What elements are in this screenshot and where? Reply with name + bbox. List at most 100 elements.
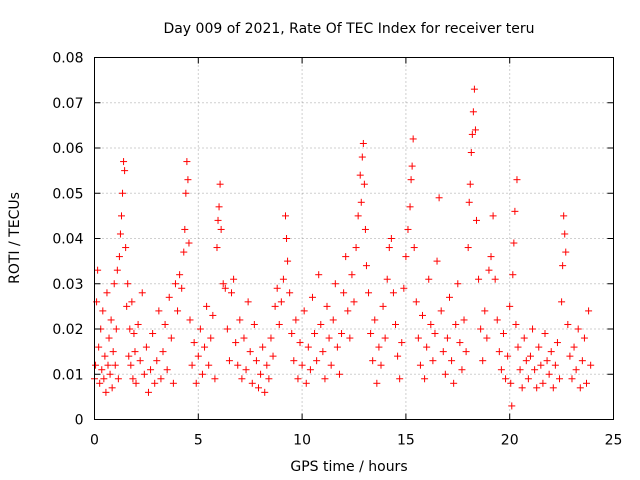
data-point (248, 379, 256, 387)
x-tick-label: 10 (293, 433, 311, 449)
data-point (539, 379, 547, 387)
data-point (298, 361, 306, 369)
data-point (369, 357, 377, 365)
data-point (169, 379, 177, 387)
y-tick-label: 0.05 (52, 186, 83, 202)
data-point (321, 375, 329, 383)
data-point (147, 366, 155, 374)
data-point (367, 330, 375, 338)
data-point (416, 361, 424, 369)
data-point (217, 225, 225, 233)
data-point (547, 348, 555, 356)
data-point (549, 384, 557, 392)
data-point (469, 108, 477, 116)
data-point (236, 316, 244, 324)
data-point (304, 343, 312, 351)
data-point (255, 384, 263, 392)
data-point (242, 366, 250, 374)
data-point (125, 352, 133, 360)
data-point (468, 130, 476, 138)
data-point (209, 311, 217, 319)
data-point (259, 343, 267, 351)
data-point (240, 334, 248, 342)
data-point (406, 203, 414, 211)
data-point (456, 339, 464, 347)
data-point (290, 357, 298, 365)
data-point (392, 320, 400, 328)
data-point (104, 361, 112, 369)
data-point (499, 330, 507, 338)
data-point (396, 375, 404, 383)
data-point (398, 339, 406, 347)
data-point (454, 280, 462, 288)
data-point (487, 253, 495, 261)
data-point (504, 352, 512, 360)
data-point (296, 339, 304, 347)
data-point (585, 307, 593, 315)
data-point (331, 280, 339, 288)
data-point (149, 330, 157, 338)
data-point (431, 330, 439, 338)
data-point (491, 275, 499, 283)
data-point (435, 194, 443, 202)
data-point (419, 311, 427, 319)
data-point (560, 212, 568, 220)
data-point (211, 375, 219, 383)
data-point (574, 325, 582, 333)
data-point (340, 289, 348, 297)
data-point (165, 293, 173, 301)
y-tick-label: 0 (75, 413, 84, 429)
data-point (358, 153, 366, 161)
data-point (531, 366, 539, 374)
data-point (317, 320, 325, 328)
data-point (410, 244, 418, 252)
data-point (267, 334, 275, 342)
data-point (111, 361, 119, 369)
data-point (98, 366, 106, 374)
data-point (121, 167, 129, 175)
data-point (294, 375, 302, 383)
data-point (464, 244, 472, 252)
data-point (138, 289, 146, 297)
data-point (429, 357, 437, 365)
data-point (275, 320, 283, 328)
data-point (174, 307, 182, 315)
data-point (308, 293, 316, 301)
data-point (572, 366, 580, 374)
data-point (250, 320, 258, 328)
data-point (479, 357, 487, 365)
data-point (161, 320, 169, 328)
data-point (448, 357, 456, 365)
y-tick-label: 0.08 (52, 51, 83, 67)
data-point (181, 225, 189, 233)
data-point (178, 284, 186, 292)
data-point (277, 298, 285, 306)
data-point (123, 302, 131, 310)
data-point (407, 176, 415, 184)
data-point (502, 375, 510, 383)
data-point (182, 189, 190, 197)
data-point (551, 361, 559, 369)
data-point (269, 352, 277, 360)
data-point (587, 361, 595, 369)
data-point (109, 348, 117, 356)
data-point (176, 271, 184, 279)
data-point (155, 307, 163, 315)
data-point (157, 375, 165, 383)
data-point (578, 357, 586, 365)
data-point (96, 379, 104, 387)
data-point (379, 302, 387, 310)
data-point (225, 357, 233, 365)
data-point (214, 216, 222, 224)
data-point (167, 334, 175, 342)
data-point (92, 361, 100, 369)
data-point (371, 316, 379, 324)
data-point (477, 325, 485, 333)
data-point (257, 370, 265, 378)
data-point (375, 343, 383, 351)
data-point (576, 384, 584, 392)
data-point (252, 357, 260, 365)
data-point (526, 352, 534, 360)
data-point (284, 257, 292, 265)
